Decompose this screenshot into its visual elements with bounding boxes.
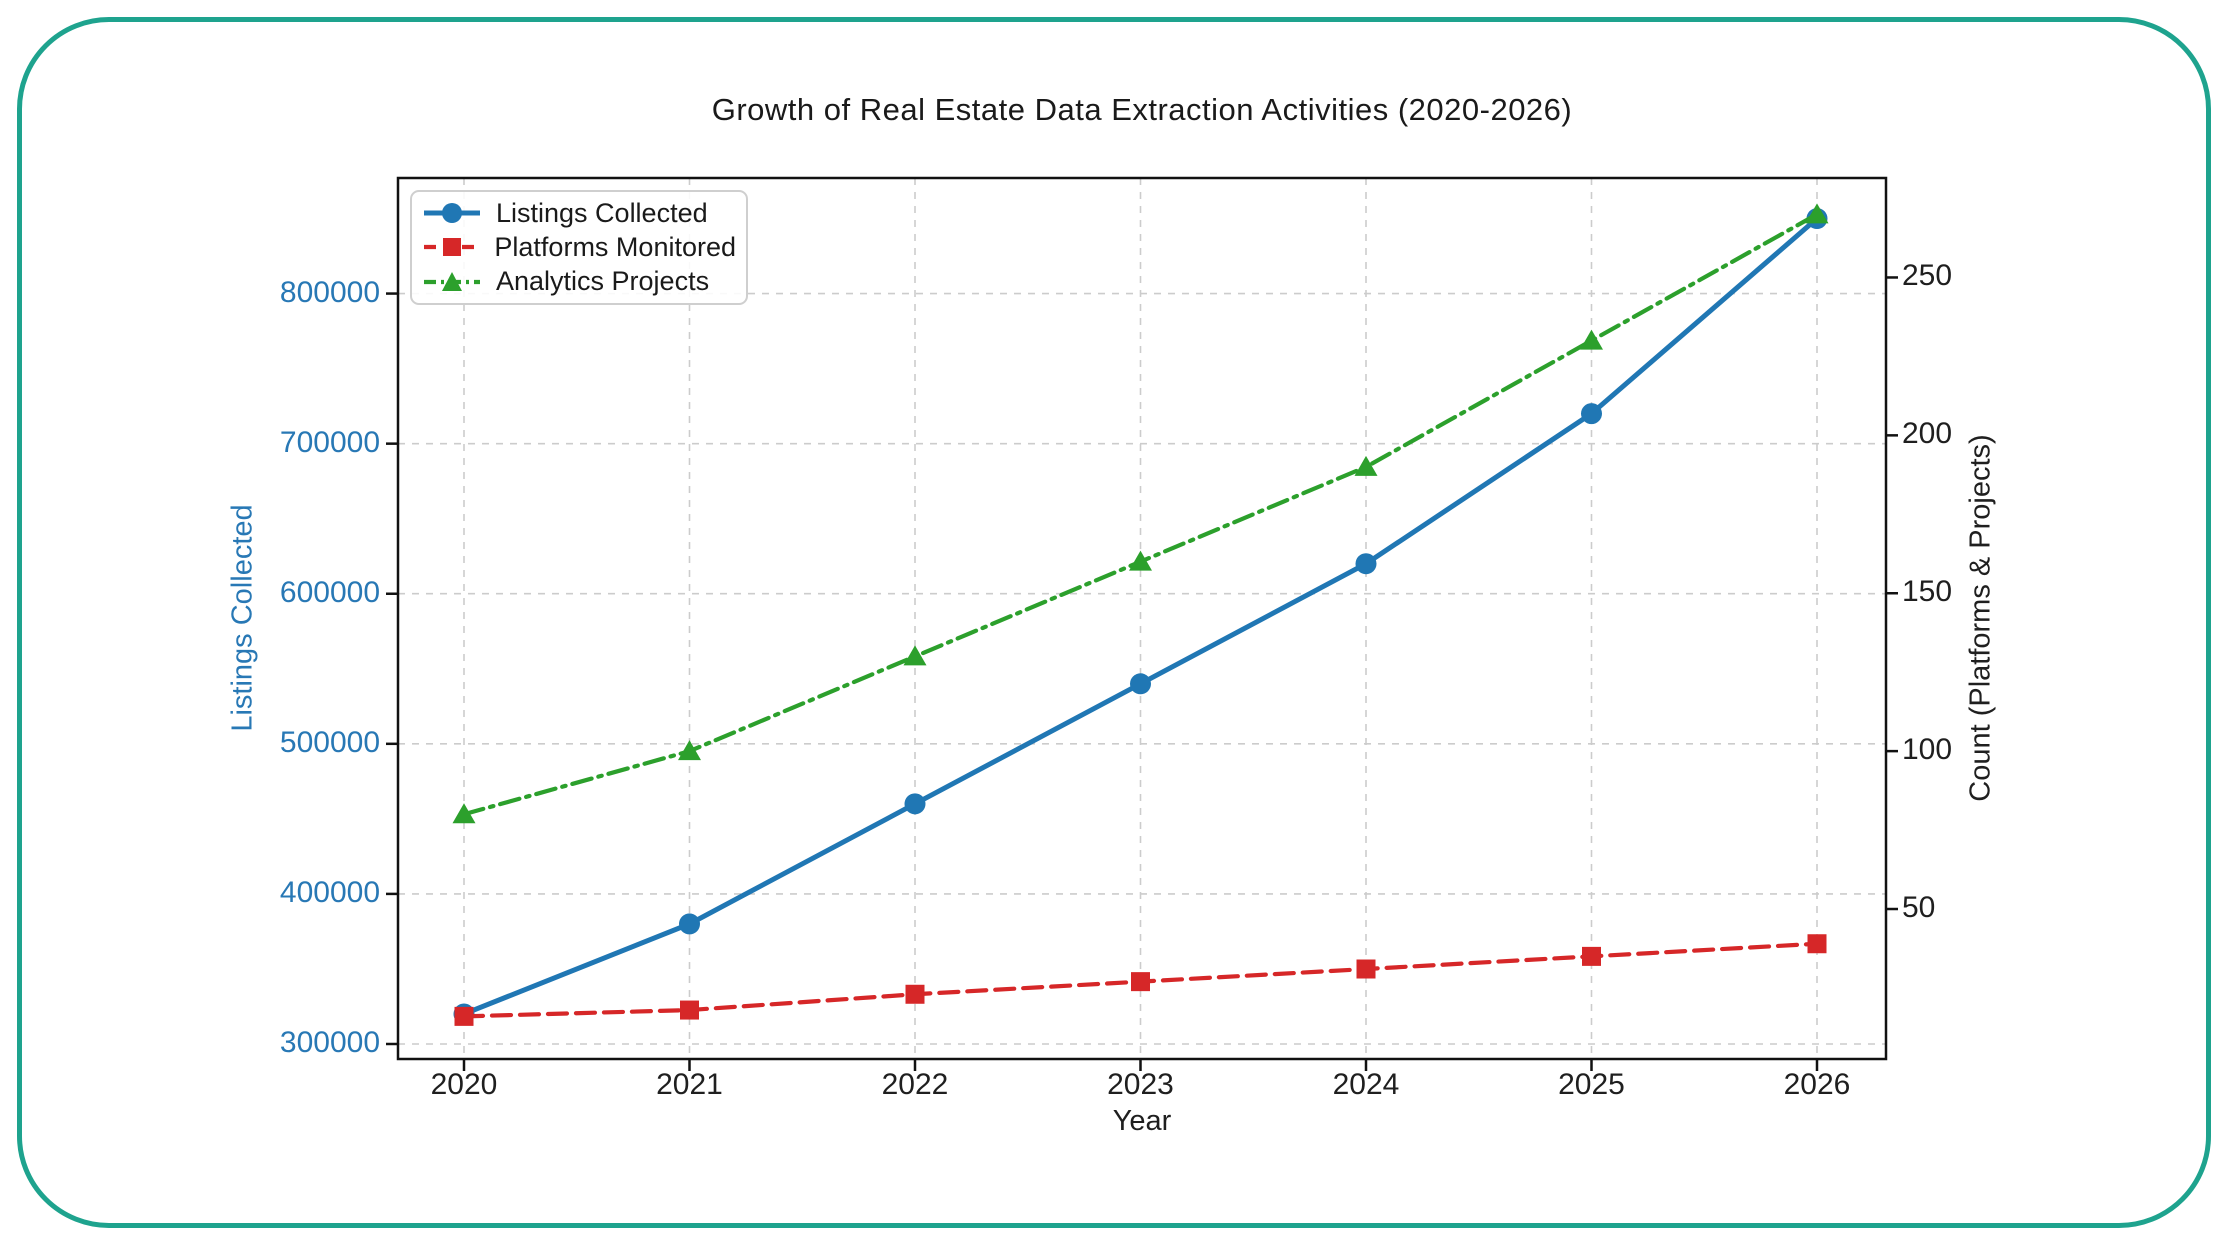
legend-label: Analytics Projects: [496, 266, 710, 297]
marker-analytics-projects: [903, 645, 927, 666]
left-tick-label: 500000: [279, 725, 380, 759]
legend-sample-triangle-icon: [424, 271, 480, 291]
marker-listings-collected: [1581, 403, 1602, 425]
marker-platforms-monitored: [454, 1006, 474, 1026]
right-tick-label: 250: [1902, 259, 1953, 293]
left-tick-label: 300000: [279, 1025, 380, 1059]
marker-analytics-projects: [452, 803, 476, 824]
x-tick-label: 2023: [1107, 1068, 1174, 1101]
marker-platforms-monitored: [680, 1000, 699, 1020]
x-tick-label: 2022: [881, 1068, 949, 1101]
left-tick-label: 600000: [279, 575, 380, 609]
legend-sample-square-icon: [424, 238, 480, 257]
x-tick-label: 2024: [1332, 1068, 1400, 1101]
marker-platforms-monitored: [905, 984, 925, 1004]
marker-listings-collected: [1130, 673, 1151, 695]
marker-platforms-monitored: [1356, 959, 1376, 979]
x-axis-title: Year: [1112, 1105, 1172, 1137]
marker-analytics-projects: [1805, 203, 1829, 224]
marker-analytics-projects: [1354, 455, 1378, 476]
marker-platforms-monitored: [1582, 946, 1601, 966]
left-tick-label: 800000: [279, 275, 380, 309]
chart-title: Growth of Real Estate Data Extraction Ac…: [711, 92, 1573, 127]
legend-item-platforms-monitored: Platforms Monitored: [422, 230, 736, 264]
legend: Listings Collected Platforms Monitored Ana…: [410, 190, 748, 305]
right-tick-label: 100: [1902, 733, 1953, 767]
marker-listings-collected: [679, 913, 700, 935]
legend-label: Listings Collected: [496, 197, 708, 228]
legend-item-analytics-projects: Analytics Projects: [422, 265, 736, 299]
plot-border: [396, 176, 1888, 1061]
x-tick-label: 2025: [1558, 1068, 1625, 1101]
marker-platforms-monitored: [1807, 934, 1827, 954]
marker-analytics-projects: [1580, 329, 1603, 350]
right-tick-label: 50: [1902, 891, 1936, 924]
legend-label: Platforms Monitored: [494, 231, 736, 262]
marker-analytics-projects: [678, 740, 701, 761]
x-tick-label: 2021: [656, 1068, 723, 1101]
marker-analytics-projects: [1129, 550, 1152, 571]
x-tick-label: 2020: [430, 1068, 498, 1101]
left-tick-label: 400000: [279, 875, 380, 909]
left-y-axis-title: Listings Collected: [226, 504, 259, 732]
marker-platforms-monitored: [1131, 972, 1150, 992]
marker-listings-collected: [1355, 553, 1377, 575]
figure-frame: [17, 17, 2211, 1228]
left-tick-label: 700000: [279, 425, 380, 459]
marker-listings-collected: [904, 793, 926, 815]
x-tick-label: 2026: [1783, 1068, 1851, 1101]
legend-item-listings-collected: Listings Collected: [422, 196, 736, 230]
right-tick-label: 150: [1902, 575, 1953, 609]
right-tick-label: 200: [1902, 417, 1953, 451]
legend-sample-circle-icon: [424, 203, 480, 224]
right-y-axis-title: Count (Platforms & Projects): [1964, 434, 1997, 802]
